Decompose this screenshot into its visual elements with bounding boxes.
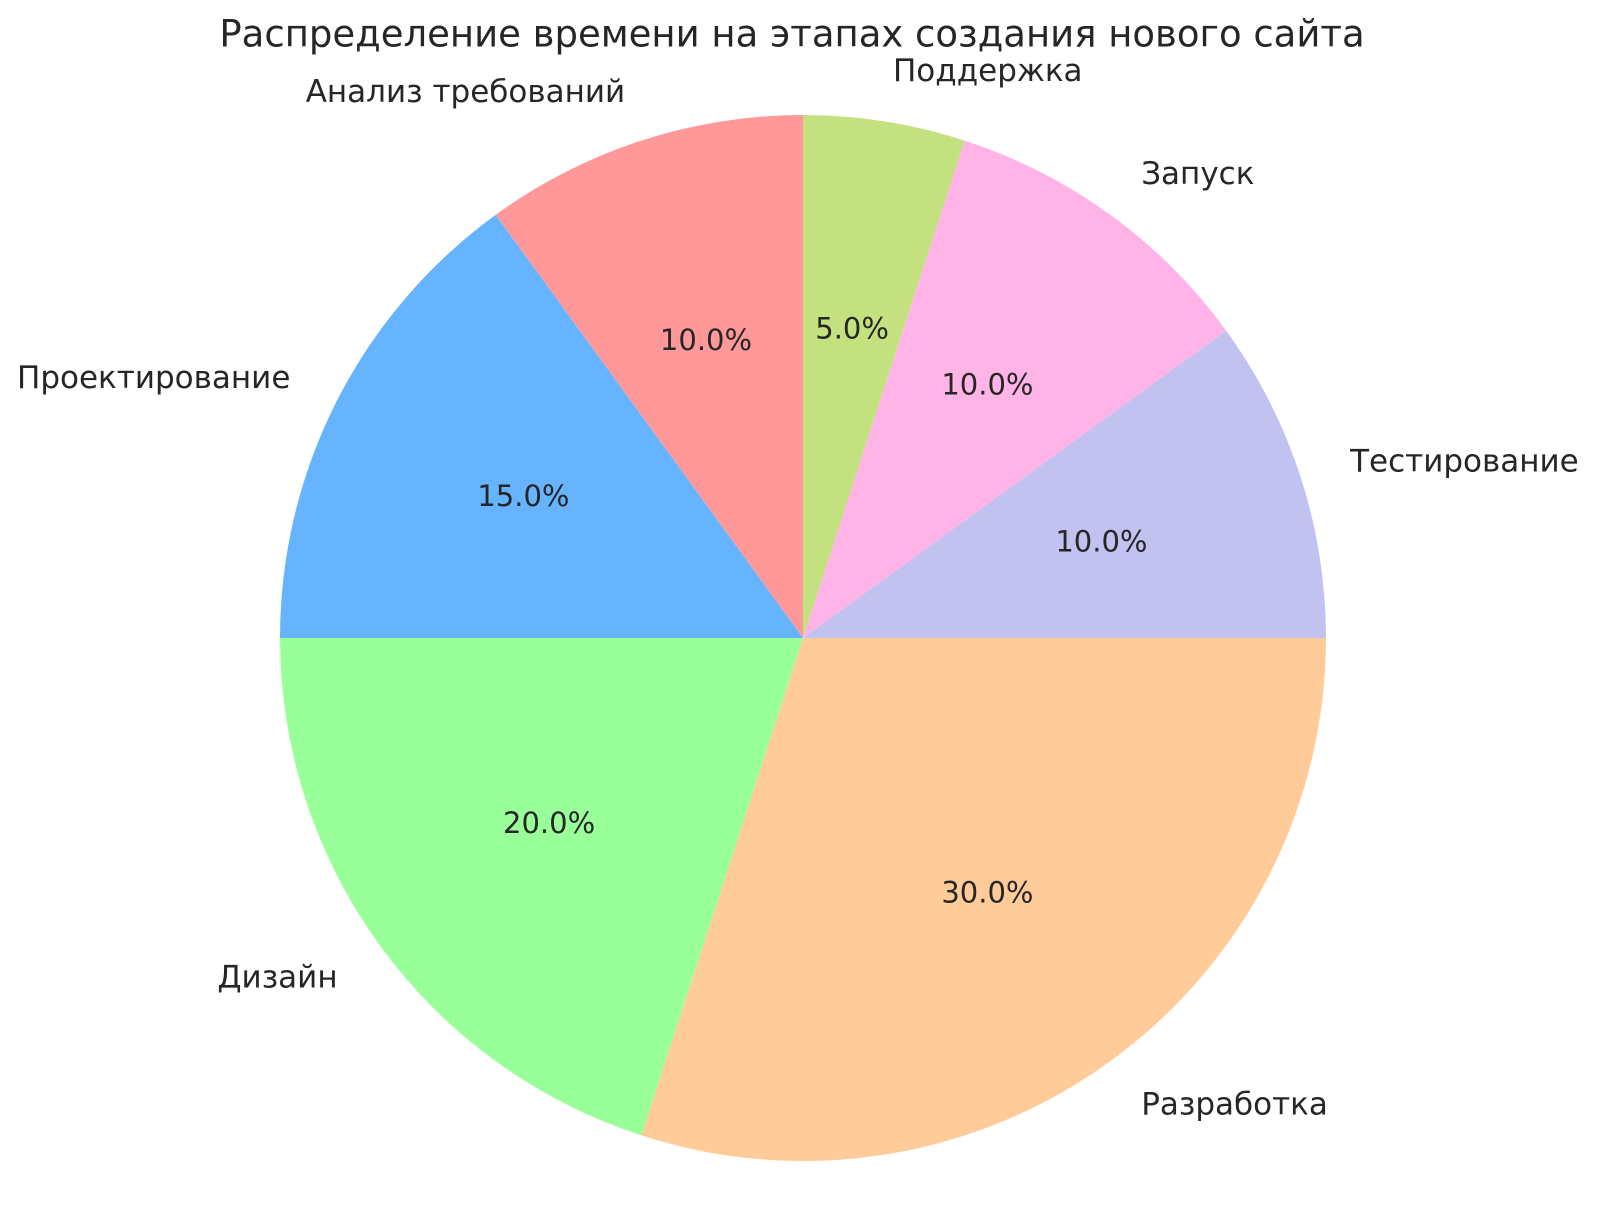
- pie-slices: [280, 115, 1326, 1161]
- pct-label-2: 15.0%: [477, 479, 569, 513]
- pct-label-7: 5.0%: [815, 312, 889, 346]
- slice-label-1: Анализ требований: [306, 74, 626, 110]
- pct-label-4: 30.0%: [941, 875, 1033, 909]
- pie-wedge-labels: Анализ требований 10.0% Проектирование 15.0…: [17, 53, 1579, 1123]
- pie-slice-5: [803, 330, 1326, 638]
- slice-label-7: Поддержка: [893, 53, 1083, 89]
- pct-label-5: 10.0%: [1055, 524, 1147, 558]
- pct-label-6: 10.0%: [941, 368, 1033, 402]
- pie-slice-1: [495, 115, 803, 638]
- pie-slice-3: [280, 638, 803, 1136]
- pct-label-1: 10.0%: [660, 323, 752, 357]
- slice-label-3: Дизайн: [217, 959, 337, 995]
- slice-label-5: Тестирование: [1349, 443, 1579, 479]
- pct-label-3: 20.0%: [503, 806, 595, 840]
- slice-label-2: Проектирование: [17, 360, 290, 396]
- chart-title: Распределение времени на этапах создания…: [219, 12, 1364, 55]
- pie-slice-4: [641, 638, 1326, 1161]
- pie-slice-6: [803, 140, 1227, 638]
- slice-label-4: Разработка: [1141, 1087, 1328, 1123]
- slice-label-6: Запуск: [1141, 156, 1254, 192]
- pie-slice-2: [280, 214, 803, 638]
- pie-slice-7: [803, 115, 965, 638]
